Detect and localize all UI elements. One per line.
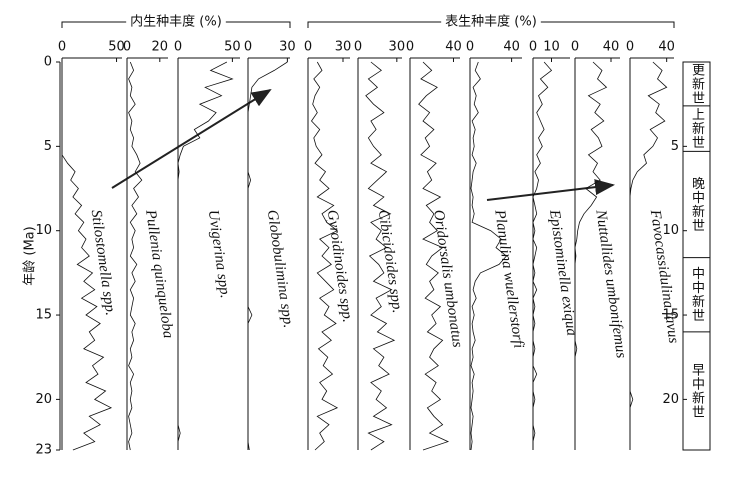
abundance-line [574, 61, 608, 450]
y2-tick-label: 10 [662, 223, 679, 238]
group-label: 表生种丰度 (%) [445, 14, 537, 30]
species-label: Uvigerina spp. [205, 209, 233, 300]
abundance-line [629, 61, 668, 450]
x-tick-label: 0 [244, 40, 252, 55]
abundance-line [310, 61, 339, 451]
trend-arrow [111, 88, 272, 189]
epoch-label: 晚中新世 [689, 177, 705, 233]
species-label: Epistominella exiqua [546, 208, 580, 337]
species-label: Pullenia quinqueloba [142, 208, 176, 340]
y-tick-label: 5 [44, 139, 52, 154]
abundance-line [177, 61, 234, 450]
y-tick-label: 20 [35, 392, 52, 407]
x-tick-label: 0 [406, 40, 414, 55]
abundance-line [128, 61, 143, 451]
x-tick-label: 0 [626, 40, 634, 55]
x-tick-label: 50 [108, 40, 125, 55]
group-label-bg [441, 14, 541, 30]
x-tick-label: 0 [466, 40, 474, 55]
epoch-label: 上新世 [689, 108, 705, 150]
x-tick-label: 0 [174, 40, 182, 55]
epoch-label: 更新世 [689, 63, 705, 105]
trend-arrow [486, 179, 615, 201]
x-tick-label: 0 [58, 40, 66, 55]
abundance-line [418, 61, 450, 451]
y-tick-label: 15 [35, 308, 52, 323]
x-tick-label: 10 [543, 40, 560, 55]
species-label: Planulina wuellerstorfi [491, 208, 526, 349]
species-label: Stilostomella spp. [88, 209, 119, 317]
abundance-line [247, 61, 288, 451]
y2-tick-label: 20 [662, 392, 679, 407]
x-tick-label: 40 [503, 40, 520, 55]
y2-tick-label: 15 [662, 308, 679, 323]
x-tick-label: 30 [279, 40, 296, 55]
y-tick-label: 0 [44, 55, 52, 70]
x-tick-label: 0 [529, 40, 537, 55]
x-tick-label: 40 [658, 40, 675, 55]
y-tick-label: 10 [35, 223, 52, 238]
abundance-line [61, 62, 113, 451]
group-label: 内生种丰度 (%) [130, 14, 222, 30]
group-label-bg [126, 14, 226, 30]
y-tick-label: 23 [35, 443, 52, 458]
abundance-line [470, 61, 507, 451]
species-label: Cibicidoides spp. [375, 209, 405, 314]
epoch-label: 早中新世 [689, 363, 705, 419]
species-label: Globobulimina spp. [264, 209, 296, 329]
y2-tick-label: 5 [671, 139, 679, 154]
epoch-label: 中中新世 [689, 267, 705, 323]
y-axis-label: 年龄 (Ma) [23, 226, 38, 285]
x-tick-label: 0 [304, 40, 312, 55]
x-tick-label: 0 [354, 40, 362, 55]
x-tick-label: 20 [152, 40, 169, 55]
x-tick-label: 0 [571, 40, 579, 55]
abundance-line [532, 61, 553, 450]
species-label: Oridorsalis umbonatus [430, 209, 465, 349]
x-tick-label: 50 [224, 40, 241, 55]
x-tick-label: 40 [445, 40, 462, 55]
species-label: Nuttallides umbonifemus [592, 208, 629, 360]
x-tick-label: 30 [335, 40, 352, 55]
x-tick-label: 40 [603, 40, 620, 55]
x-tick-label: 30 [389, 40, 406, 55]
abundance-line [365, 61, 396, 451]
x-tick-label: 0 [123, 40, 131, 55]
